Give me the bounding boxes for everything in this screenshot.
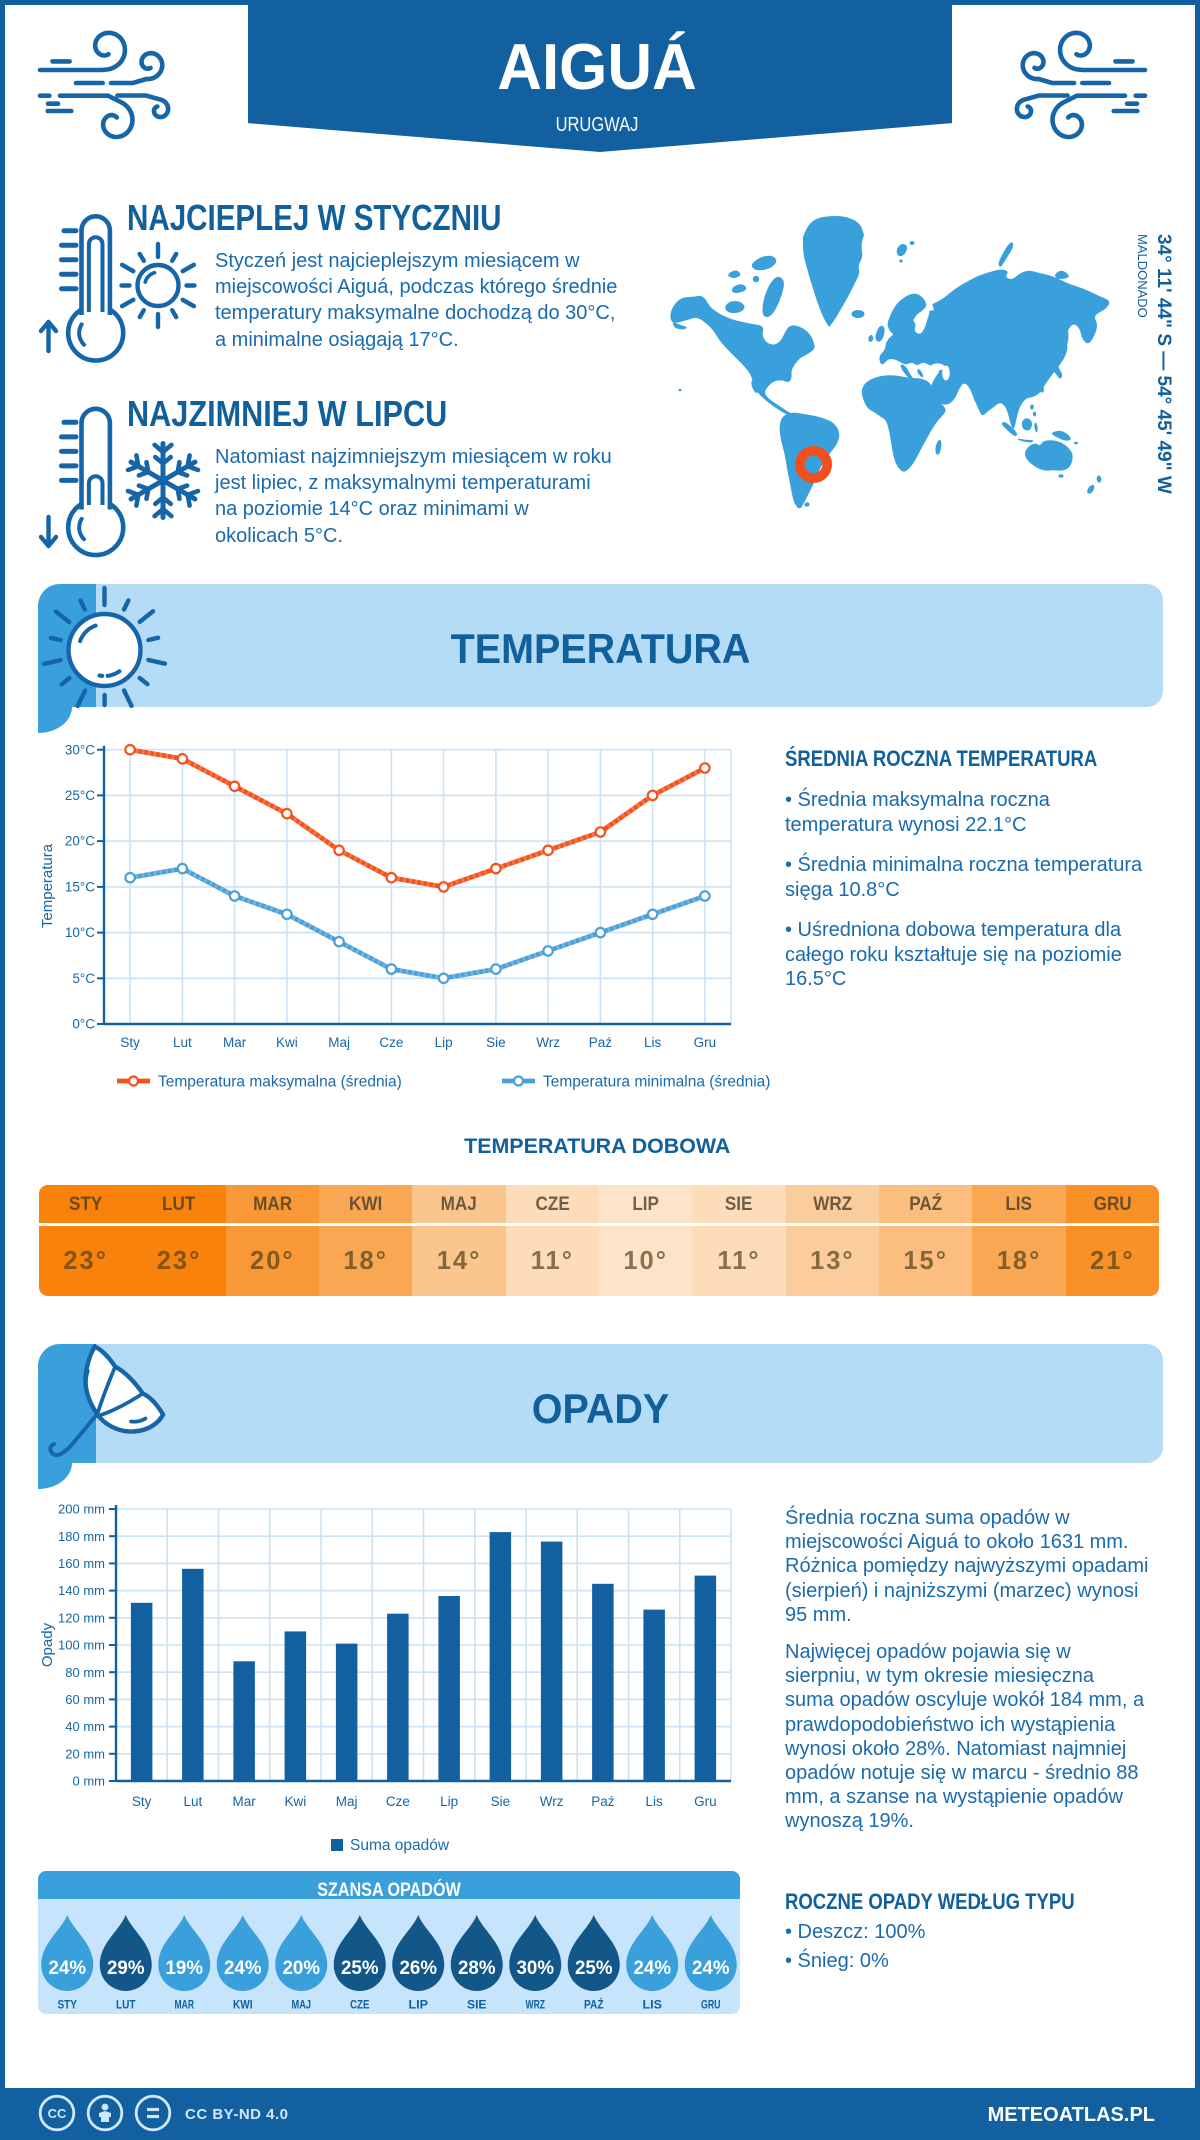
svg-text:20°C: 20°C xyxy=(65,834,95,849)
svg-text:0 mm: 0 mm xyxy=(73,1774,106,1789)
svg-text:WRZ: WRZ xyxy=(526,1998,546,2012)
svg-text:40 mm: 40 mm xyxy=(65,1719,105,1734)
svg-text:Lut: Lut xyxy=(173,1035,192,1050)
svg-text:Wrz: Wrz xyxy=(536,1035,560,1050)
svg-text:GRU: GRU xyxy=(701,1998,721,2012)
svg-text:Maj: Maj xyxy=(328,1035,350,1050)
svg-text:24%: 24% xyxy=(692,1957,730,1979)
svg-text:Temperatura maksymalna (średni: Temperatura maksymalna (średnia) xyxy=(158,1074,402,1091)
svg-text:160 mm: 160 mm xyxy=(58,1556,105,1571)
svg-text:80 mm: 80 mm xyxy=(65,1665,105,1680)
svg-text:Sty: Sty xyxy=(120,1035,140,1050)
svg-text:30%: 30% xyxy=(517,1957,555,1979)
svg-text:10°C: 10°C xyxy=(65,925,95,940)
svg-text:SIE: SIE xyxy=(467,1998,487,2012)
svg-text:LIP: LIP xyxy=(409,1998,429,2012)
svg-text:Lut: Lut xyxy=(184,1794,203,1809)
svg-text:Mar: Mar xyxy=(223,1035,247,1050)
svg-text:CC BY-ND 4.0: CC BY-ND 4.0 xyxy=(185,2106,289,2123)
svg-text:Sty: Sty xyxy=(132,1794,152,1809)
svg-text:Mar: Mar xyxy=(232,1794,256,1809)
svg-text:LIS: LIS xyxy=(643,1998,663,2012)
svg-text:26%: 26% xyxy=(400,1957,438,1979)
svg-text:30°C: 30°C xyxy=(65,742,95,757)
svg-text:Lip: Lip xyxy=(435,1035,453,1050)
svg-text:Kwi: Kwi xyxy=(276,1035,298,1050)
svg-text:28%: 28% xyxy=(458,1957,496,1979)
svg-text:MAJ: MAJ xyxy=(292,1998,312,2012)
svg-text:200 mm: 200 mm xyxy=(58,1502,105,1517)
svg-text:Temperatura: Temperatura xyxy=(39,843,56,928)
svg-text:25%: 25% xyxy=(575,1957,613,1979)
svg-text:LUT: LUT xyxy=(116,1998,136,2012)
svg-text:140 mm: 140 mm xyxy=(58,1583,105,1598)
svg-text:0°C: 0°C xyxy=(72,1017,95,1032)
svg-text:Lip: Lip xyxy=(440,1794,458,1809)
svg-text:Gru: Gru xyxy=(694,1035,717,1050)
svg-text:15°C: 15°C xyxy=(65,880,95,895)
svg-text:Kwi: Kwi xyxy=(285,1794,307,1809)
svg-text:24%: 24% xyxy=(634,1957,672,1979)
svg-text:20 mm: 20 mm xyxy=(65,1746,105,1761)
svg-text:24%: 24% xyxy=(49,1957,87,1979)
svg-text:Lis: Lis xyxy=(644,1035,662,1050)
svg-text:25°C: 25°C xyxy=(65,788,95,803)
svg-text:180 mm: 180 mm xyxy=(58,1529,105,1544)
svg-text:KWI: KWI xyxy=(233,1998,253,2012)
svg-text:Sie: Sie xyxy=(491,1794,511,1809)
svg-text:Temperatura minimalna (średnia: Temperatura minimalna (średnia) xyxy=(543,1074,770,1091)
svg-text:Cze: Cze xyxy=(386,1794,410,1809)
svg-text:29%: 29% xyxy=(107,1957,145,1979)
svg-text:MAR: MAR xyxy=(175,1998,195,2012)
svg-text:24%: 24% xyxy=(224,1957,262,1979)
svg-text:Paź: Paź xyxy=(589,1035,613,1050)
svg-text:CC: CC xyxy=(48,2106,67,2121)
svg-text:Gru: Gru xyxy=(694,1794,717,1809)
svg-text:19%: 19% xyxy=(166,1957,204,1979)
svg-text:Maj: Maj xyxy=(336,1794,358,1809)
svg-text:5°C: 5°C xyxy=(72,971,95,986)
svg-text:Paź: Paź xyxy=(591,1794,615,1809)
svg-text:120 mm: 120 mm xyxy=(58,1610,105,1625)
svg-text:METEOATLAS.PL: METEOATLAS.PL xyxy=(988,2104,1155,2126)
svg-text:STY: STY xyxy=(58,1998,78,2012)
svg-text:Opady: Opady xyxy=(39,1622,56,1667)
svg-text:Wrz: Wrz xyxy=(540,1794,564,1809)
svg-text:100 mm: 100 mm xyxy=(58,1638,105,1653)
svg-text:Sie: Sie xyxy=(486,1035,506,1050)
svg-text:20%: 20% xyxy=(283,1957,321,1979)
svg-text:CZE: CZE xyxy=(350,1998,370,2012)
svg-text:60 mm: 60 mm xyxy=(65,1692,105,1707)
svg-text:Lis: Lis xyxy=(645,1794,663,1809)
svg-text:PAŹ: PAŹ xyxy=(584,1997,604,2012)
svg-text:Cze: Cze xyxy=(379,1035,403,1050)
svg-text:25%: 25% xyxy=(341,1957,379,1979)
svg-text:Suma opadów: Suma opadów xyxy=(350,1837,450,1854)
